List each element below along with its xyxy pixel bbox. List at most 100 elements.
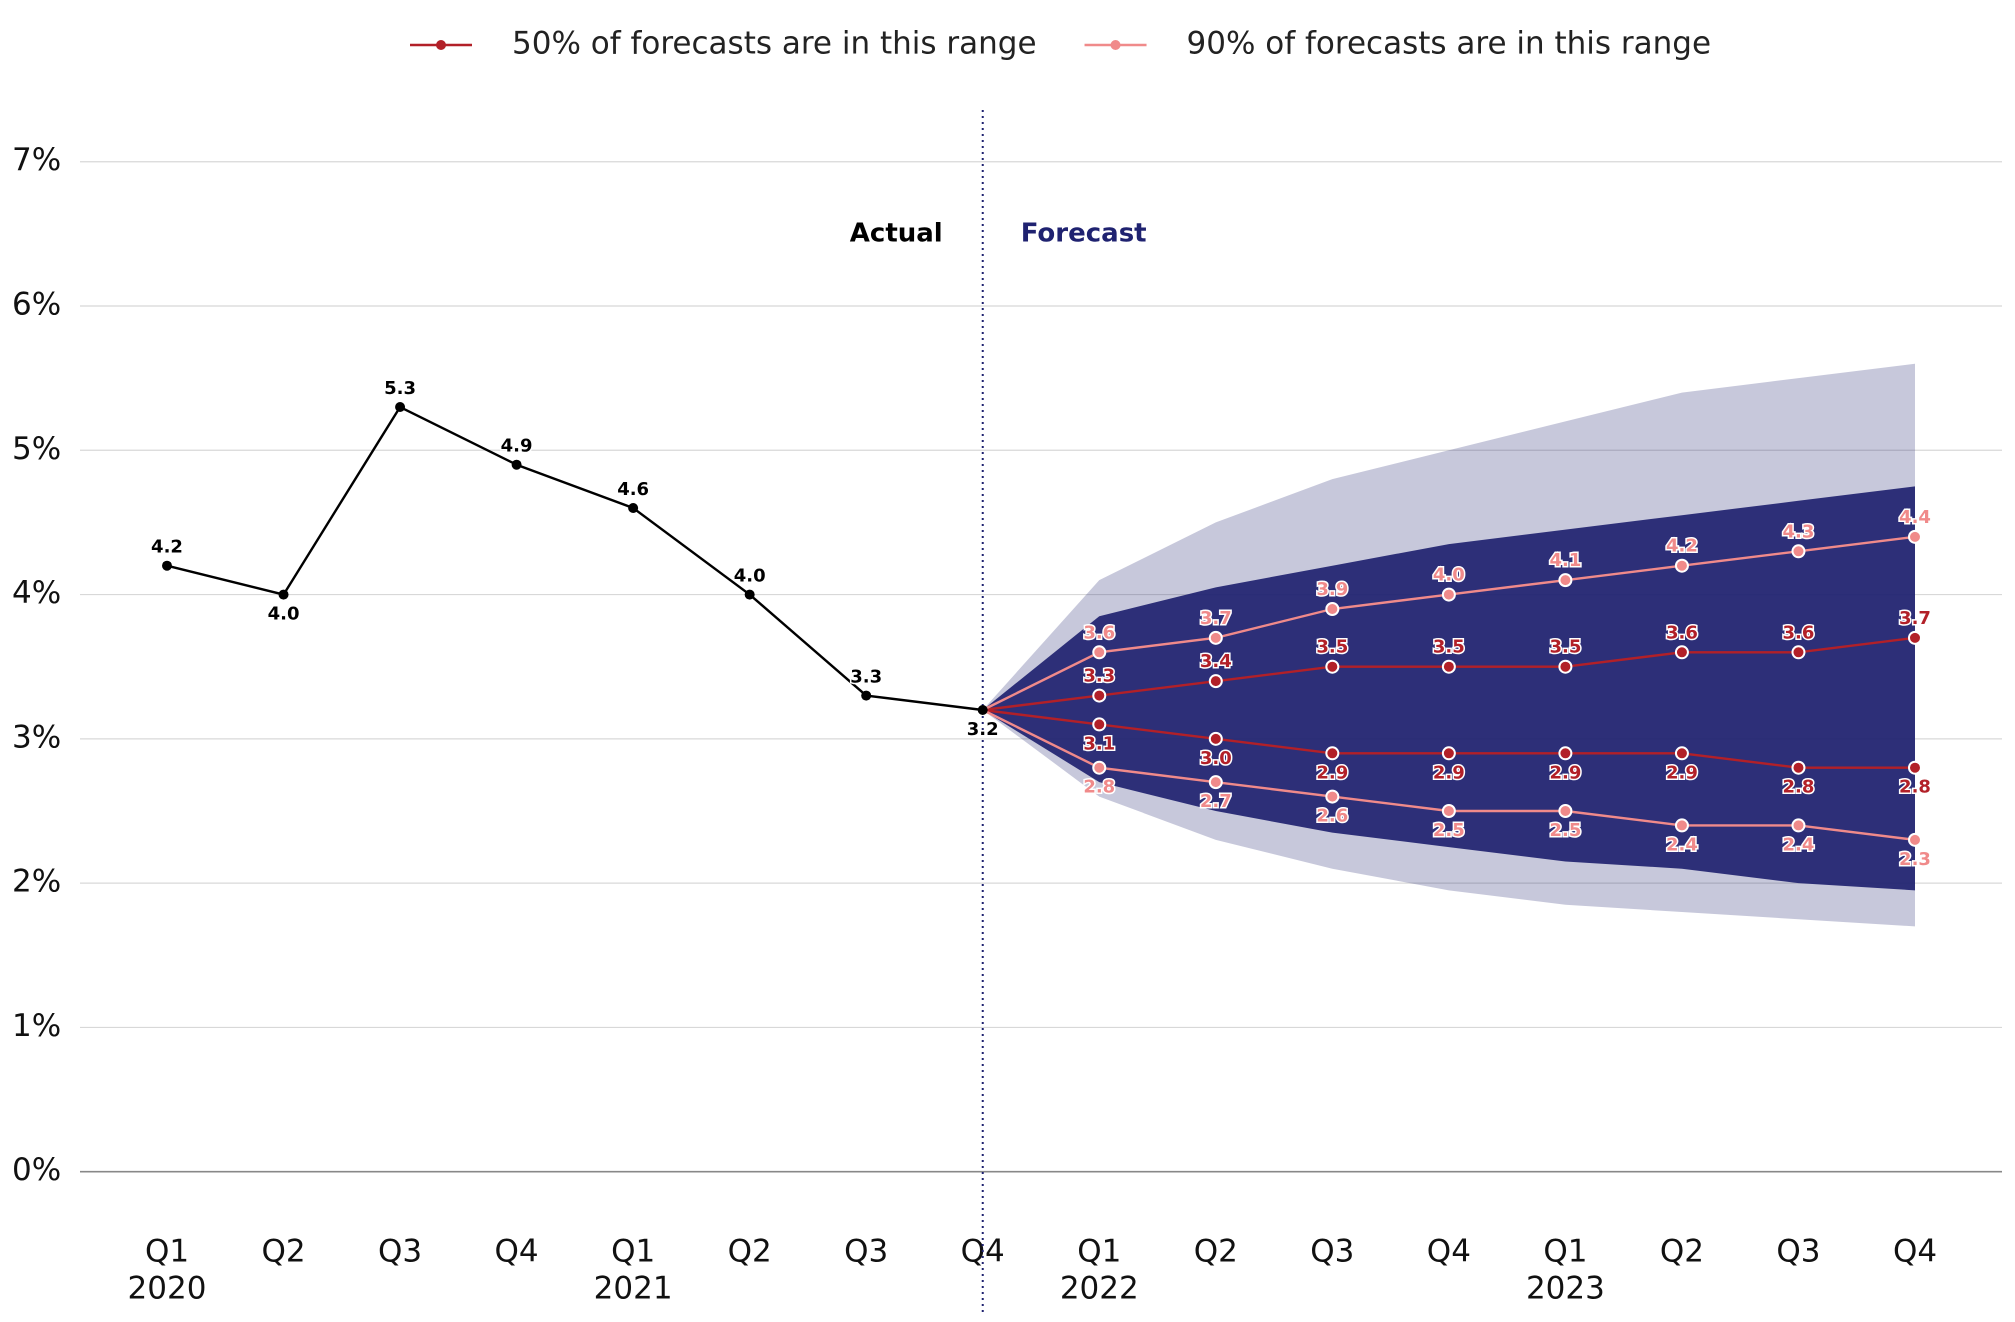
forecast-point xyxy=(1208,674,1223,689)
forecast-point xyxy=(1441,587,1456,602)
data-label: 4.4 xyxy=(1899,507,1931,528)
forecast-point xyxy=(1791,818,1806,833)
forecast-point xyxy=(1441,804,1456,818)
forecast-point xyxy=(1092,717,1107,732)
forecast-point xyxy=(1092,688,1107,703)
y-tick-label: 1% xyxy=(12,1008,61,1044)
data-label: 2.5 xyxy=(1549,820,1581,841)
x-tick-label: Q1 xyxy=(611,1234,655,1270)
forecast-point xyxy=(1791,760,1806,775)
data-label: 3.5 xyxy=(1549,637,1581,658)
y-tick-label: 0% xyxy=(12,1152,61,1188)
data-label: 5.3 xyxy=(384,378,416,399)
forecast-point xyxy=(1674,746,1689,761)
forecast-point xyxy=(1325,746,1340,761)
data-label: 2.8 xyxy=(1899,777,1931,798)
data-label: 2.5 xyxy=(1433,820,1465,841)
y-tick-label: 2% xyxy=(12,864,61,900)
forecast-point xyxy=(1558,573,1573,588)
forecast-point xyxy=(1908,529,1922,544)
year-label: 2020 xyxy=(128,1271,207,1307)
data-label: 3.6 xyxy=(1783,622,1815,643)
data-label: 3.1 xyxy=(1083,733,1115,754)
data-label: 4.6 xyxy=(617,479,649,500)
year-label: 2023 xyxy=(1526,1271,1605,1307)
x-tick-label: Q2 xyxy=(1660,1234,1704,1270)
y-tick-label: 4% xyxy=(12,575,61,611)
actual-point xyxy=(861,690,872,701)
x-tick-label: Q2 xyxy=(1194,1234,1238,1270)
forecast-point xyxy=(1791,645,1806,660)
x-tick-label: Q3 xyxy=(1310,1234,1354,1270)
data-label: 2.9 xyxy=(1666,762,1698,783)
x-tick-label: Q3 xyxy=(1776,1234,1820,1270)
data-label: 4.0 xyxy=(268,604,300,625)
forecast-fan xyxy=(982,486,1915,891)
x-tick-label: Q3 xyxy=(378,1234,422,1270)
forecast-point xyxy=(1558,659,1573,674)
annotation: Actual xyxy=(850,219,943,249)
actual-point xyxy=(162,560,172,571)
forecast-point xyxy=(1325,659,1340,674)
legend: 50% of forecasts are in this range 90% of… xyxy=(410,26,1711,62)
x-tick-label: Q1 xyxy=(1077,1234,1121,1270)
forecast-point xyxy=(1674,558,1689,573)
forecast-point xyxy=(1791,544,1806,559)
data-label: 2.4 xyxy=(1666,834,1698,855)
data-label: 4.2 xyxy=(151,537,183,558)
forecast-point xyxy=(1092,645,1107,660)
legend-swatch-dot xyxy=(436,40,446,50)
actual-point xyxy=(628,503,639,513)
x-tick-label: Q2 xyxy=(728,1234,772,1270)
data-label: 3.0 xyxy=(1200,748,1232,769)
data-label: 3.7 xyxy=(1200,608,1232,629)
data-label: 3.6 xyxy=(1666,622,1698,643)
forecast-point xyxy=(1908,832,1922,847)
x-tick-label: Q4 xyxy=(1427,1234,1471,1270)
forecast-point xyxy=(1325,789,1340,804)
forecast-point xyxy=(1092,760,1107,775)
data-label: 3.6 xyxy=(1083,622,1115,643)
x-tick-label: Q4 xyxy=(1893,1234,1937,1270)
actual-line xyxy=(166,405,983,712)
x-tick-label: Q2 xyxy=(261,1234,305,1270)
forecast-point xyxy=(1674,818,1689,833)
forecast-point xyxy=(1908,630,1922,645)
data-label: 3.2 xyxy=(967,719,999,740)
y-tick-label: 3% xyxy=(12,719,61,755)
legend-swatch-dot xyxy=(1110,40,1121,50)
forecast-point xyxy=(1441,659,1456,674)
data-label: 3.5 xyxy=(1433,637,1465,658)
data-label: 2.8 xyxy=(1783,777,1815,798)
forecast-point xyxy=(1325,602,1340,616)
data-label: 2.9 xyxy=(1549,762,1581,783)
data-label: 2.9 xyxy=(1316,762,1348,783)
x-tick-label: Q1 xyxy=(145,1234,189,1270)
actual-point xyxy=(511,459,522,470)
forecast-point xyxy=(1208,630,1223,645)
data-label: 4.3 xyxy=(1783,521,1815,542)
data-label: 2.4 xyxy=(1783,834,1815,855)
forecast-point xyxy=(1558,804,1573,818)
data-label: 3.5 xyxy=(1316,637,1348,658)
x-tick-label: Q4 xyxy=(495,1234,539,1270)
data-label: 4.9 xyxy=(501,436,533,457)
actual-point xyxy=(744,589,755,600)
y-tick-label: 6% xyxy=(12,287,61,323)
x-tick-label: Q3 xyxy=(844,1234,888,1270)
actual-point xyxy=(977,705,988,715)
y-tick-label: 5% xyxy=(12,431,61,467)
data-label: 4.0 xyxy=(734,566,766,587)
annotation: Forecast xyxy=(1021,219,1147,249)
data-label: 3.3 xyxy=(1083,666,1115,687)
data-label: 2.7 xyxy=(1200,791,1232,812)
data-label: 2.3 xyxy=(1899,849,1931,870)
x-tick-label: Q1 xyxy=(1543,1234,1587,1270)
data-label: 3.9 xyxy=(1316,579,1348,600)
data-label: 3.3 xyxy=(850,667,882,688)
forecast-point xyxy=(1908,760,1922,775)
legend-label: 90% of forecasts are in this range xyxy=(1187,26,1712,62)
actual-point xyxy=(278,589,289,600)
year-label: 2021 xyxy=(594,1271,673,1307)
